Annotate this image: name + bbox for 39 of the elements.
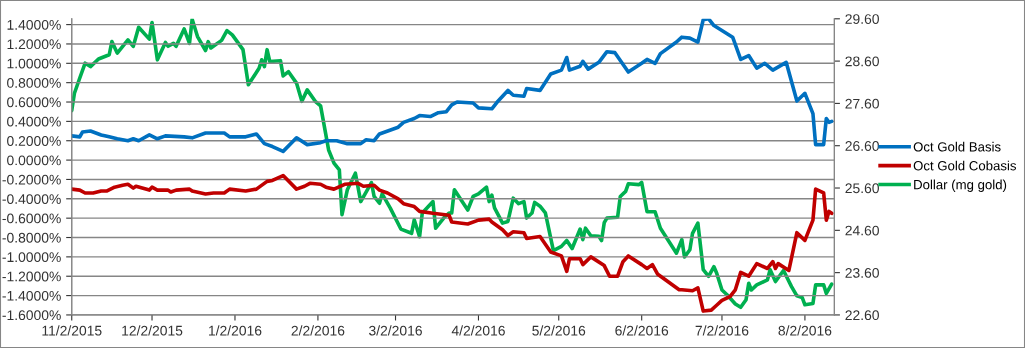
x-tick-label: 5/2/2016 [532,325,586,336]
y-tick-label: -0.2000% [2,174,61,185]
y2-tick-label: 28.60 [845,56,879,67]
x-tick-label: 12/2/2015 [122,325,183,336]
y2-tick-label: 27.60 [845,98,879,109]
legend-label: Oct Gold Cobasis [913,160,1017,171]
y-tick-label: 1.2000% [7,39,61,50]
x-tick-label: 7/2/2016 [695,325,749,336]
y-tick-label: 0.6000% [7,97,61,108]
x-tick-label: 1/2/2016 [209,325,262,336]
legend-label: Oct Gold Basis [913,141,1001,152]
line-series [71,18,834,310]
legend-label: Dollar (mg gold) [914,179,1007,192]
y-tick-label: -1.4000% [2,290,61,301]
x-tick-label: 2/2/2016 [291,325,345,336]
y-tick-label: -1.6000% [2,310,61,321]
y-tick-label: -1.2000% [2,271,61,282]
y-tick-label: 0.0000% [7,155,61,166]
y-tick-label: 1.0000% [7,58,61,69]
y-tick-label: 0.2000% [7,136,61,146]
y-tick-label: -0.4000% [2,194,61,204]
y-tick-label: 1.4000% [7,19,61,30]
y2-tick-label: 29.60 [845,14,879,24]
y2-tick-label: 23.60 [845,267,879,278]
y2-tick-label: 25.60 [845,183,879,194]
y-tick-label: 0.4000% [7,116,61,127]
y-tick-label: -0.6000% [2,213,61,224]
y2-tick-label: 24.60 [845,225,879,236]
line-series [71,18,834,154]
y2-tick-label: 22.60 [845,310,879,321]
x-tick-label: 6/2/2016 [615,325,669,336]
y-tick-label: 0.8000% [7,78,61,88]
x-tick-label: 4/2/2016 [451,325,505,336]
x-tick-label: 8/2/2016 [778,325,832,336]
y-tick-label: -0.8000% [2,232,61,243]
x-tick-label: 11/2/2015 [42,325,102,336]
y-tick-label: -1.0000% [2,252,61,263]
x-tick-label: 3/2/2016 [369,325,422,336]
y2-tick-label: 26.60 [845,141,879,151]
